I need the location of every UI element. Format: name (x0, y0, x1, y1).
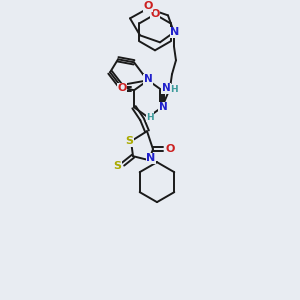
Text: O: O (143, 2, 153, 11)
Text: S: S (113, 161, 121, 171)
Text: H: H (170, 85, 178, 94)
Text: O: O (150, 9, 160, 20)
Text: N: N (159, 102, 167, 112)
Text: O: O (165, 144, 175, 154)
Text: N: N (144, 74, 152, 84)
Text: N: N (162, 83, 170, 93)
Text: H: H (170, 85, 178, 94)
Text: N: N (162, 83, 170, 93)
Text: H: H (146, 113, 154, 122)
Text: N: N (170, 27, 180, 37)
Text: S: S (125, 136, 133, 146)
Text: N: N (146, 153, 156, 163)
Text: O: O (117, 83, 127, 93)
